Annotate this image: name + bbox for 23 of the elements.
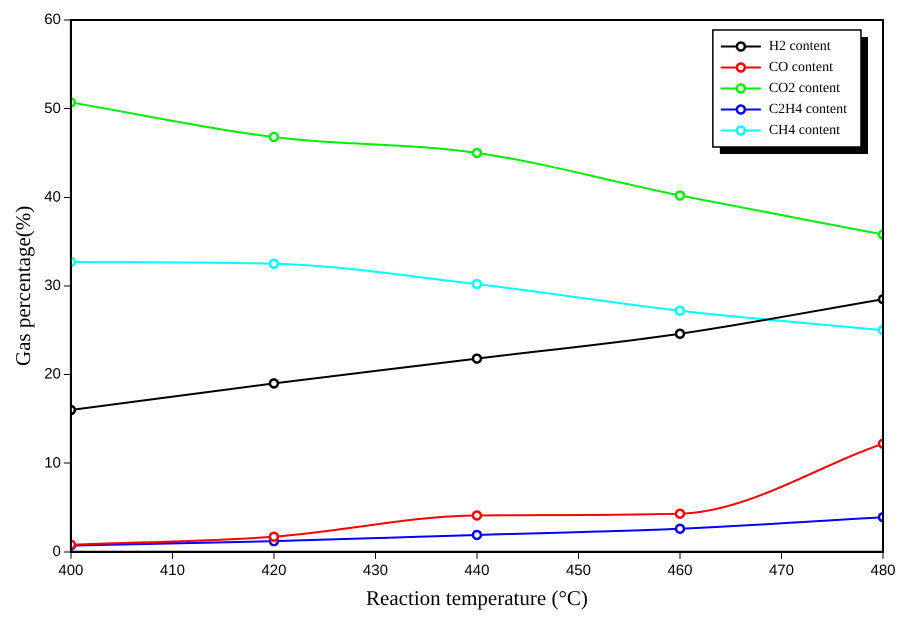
x-tick-label: 410 <box>160 562 185 579</box>
legend-label: CO content <box>768 60 834 76</box>
x-tick-label: 440 <box>464 562 490 579</box>
x-tick-label: 460 <box>667 562 692 579</box>
x-tick-label: 470 <box>768 562 794 579</box>
y-tick-label: 30 <box>44 277 61 294</box>
legend-label: CH4 content <box>768 123 840 138</box>
legend-label: CO2 content <box>768 81 840 96</box>
x-tick-label: 400 <box>58 562 84 579</box>
legend-label: H2 content <box>768 39 831 54</box>
y-tick-label: 20 <box>44 366 61 383</box>
legend-label: C2H4 content <box>768 102 848 118</box>
y-tick-label: 50 <box>44 100 61 117</box>
x-tick-label: 450 <box>566 562 591 579</box>
y-tick-label: 40 <box>44 188 61 206</box>
x-tick-label: 420 <box>261 562 286 579</box>
x-tick-label: 430 <box>362 562 388 579</box>
x-tick-label: 480 <box>870 562 896 579</box>
y-tick-label: 0 <box>52 542 61 560</box>
y-axis-title: Gas percentage(%) <box>11 206 36 366</box>
y-tick-label: 60 <box>44 11 61 28</box>
x-axis-title: Reaction temperature (°C) <box>366 586 588 610</box>
y-tick-label: 10 <box>44 454 61 472</box>
